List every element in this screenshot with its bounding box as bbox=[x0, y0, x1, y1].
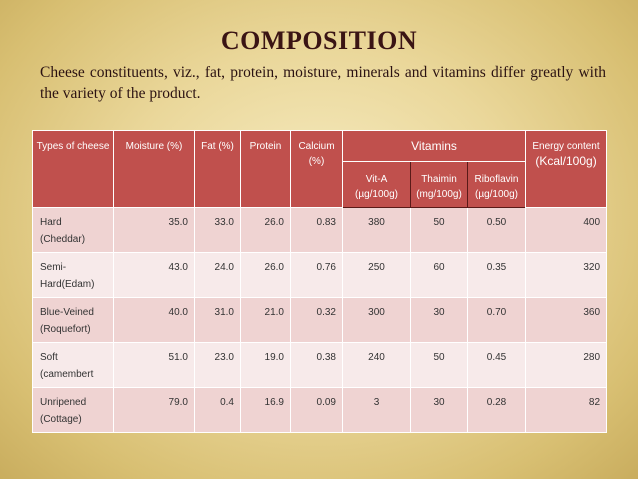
table-row: Semi-Hard(Edam) 43.0 24.0 26.0 0.76 250 60 0.35… bbox=[32, 252, 608, 298]
cell-vita: 3 bbox=[342, 387, 411, 433]
table-row: Blue-Veined (Roquefort) 40.0 31.0 21.0 0.32 3… bbox=[32, 297, 608, 343]
header-fat: Fat (%) bbox=[194, 130, 241, 208]
cell-type: Semi-Hard(Edam) bbox=[32, 252, 114, 298]
cell-calcium: 0.83 bbox=[290, 207, 343, 253]
cell-riboflavin: 0.50 bbox=[466, 207, 527, 253]
header-moisture: Moisture (%) bbox=[113, 130, 195, 208]
cell-protein: 21.0 bbox=[240, 297, 291, 343]
cell-energy: 280 bbox=[525, 342, 608, 388]
cell-protein: 19.0 bbox=[240, 342, 291, 388]
header-energy-unit: (Kcal/100g) bbox=[535, 154, 597, 168]
cell-vita: 300 bbox=[342, 297, 411, 343]
cell-moisture: 79.0 bbox=[113, 387, 195, 433]
cell-vita: 250 bbox=[342, 252, 411, 298]
cell-energy: 82 bbox=[525, 387, 608, 433]
header-vitamins: Vitamins bbox=[341, 130, 527, 162]
header-calcium: Calcium (%) bbox=[290, 130, 343, 208]
intro-paragraph: Cheese constituents, viz., fat, protein,… bbox=[40, 64, 606, 102]
table-row: Soft (camembert 51.0 23.0 19.0 0.38 240 50 0.45… bbox=[32, 342, 608, 388]
header-vit-a: Vit-A (µg/100g) bbox=[342, 161, 411, 208]
cell-protein: 26.0 bbox=[240, 252, 291, 298]
cell-fat: 24.0 bbox=[194, 252, 241, 298]
cell-calcium: 0.32 bbox=[290, 297, 343, 343]
cell-riboflavin: 0.70 bbox=[466, 297, 527, 343]
slide-title: COMPOSITION bbox=[220, 26, 418, 55]
cell-riboflavin: 0.28 bbox=[466, 387, 527, 433]
cell-protein: 26.0 bbox=[240, 207, 291, 253]
cell-energy: 400 bbox=[525, 207, 608, 253]
cell-moisture: 43.0 bbox=[113, 252, 195, 298]
cell-moisture: 40.0 bbox=[113, 297, 195, 343]
cell-thaimin: 50 bbox=[410, 207, 468, 253]
cell-vita: 240 bbox=[342, 342, 411, 388]
cell-type: Blue-Veined (Roquefort) bbox=[32, 297, 114, 343]
cell-riboflavin: 0.45 bbox=[466, 342, 527, 388]
header-thaimin: Thaimin (mg/100g) bbox=[410, 161, 468, 208]
header-type: Types of cheese bbox=[32, 130, 114, 208]
cell-type: Soft (camembert bbox=[32, 342, 114, 388]
composition-table: Types of cheese Moisture (%) Fat (%) Pro… bbox=[32, 130, 608, 433]
cell-energy: 360 bbox=[525, 297, 608, 343]
cell-moisture: 51.0 bbox=[113, 342, 195, 388]
cell-fat: 0.4 bbox=[194, 387, 241, 433]
cell-fat: 33.0 bbox=[194, 207, 241, 253]
cell-calcium: 0.38 bbox=[290, 342, 343, 388]
table-row: Unripened (Cottage) 79.0 0.4 16.9 0.09 3 30 0.2… bbox=[32, 387, 608, 433]
cell-vita: 380 bbox=[342, 207, 411, 253]
cell-type: Hard (Cheddar) bbox=[32, 207, 114, 253]
cell-thaimin: 60 bbox=[410, 252, 468, 298]
cell-protein: 16.9 bbox=[240, 387, 291, 433]
header-energy-label: Energy content bbox=[532, 141, 600, 152]
table-row: Hard (Cheddar) 35.0 33.0 26.0 0.83 380 50 0.50 4… bbox=[32, 207, 608, 253]
header-energy: Energy content (Kcal/100g) bbox=[525, 130, 608, 208]
cell-riboflavin: 0.35 bbox=[466, 252, 527, 298]
cell-fat: 31.0 bbox=[194, 297, 241, 343]
cell-energy: 320 bbox=[525, 252, 608, 298]
cell-thaimin: 30 bbox=[410, 387, 468, 433]
cell-thaimin: 30 bbox=[410, 297, 468, 343]
cell-fat: 23.0 bbox=[194, 342, 241, 388]
cell-calcium: 0.09 bbox=[290, 387, 343, 433]
cell-moisture: 35.0 bbox=[113, 207, 195, 253]
cell-thaimin: 50 bbox=[410, 342, 468, 388]
cell-type: Unripened (Cottage) bbox=[32, 387, 114, 433]
cell-calcium: 0.76 bbox=[290, 252, 343, 298]
header-protein: Protein bbox=[240, 130, 291, 208]
table-body: Hard (Cheddar) 35.0 33.0 26.0 0.83 380 50 0.50 4… bbox=[32, 207, 608, 433]
header-riboflavin: Riboflavin (µg/100g) bbox=[466, 161, 527, 208]
